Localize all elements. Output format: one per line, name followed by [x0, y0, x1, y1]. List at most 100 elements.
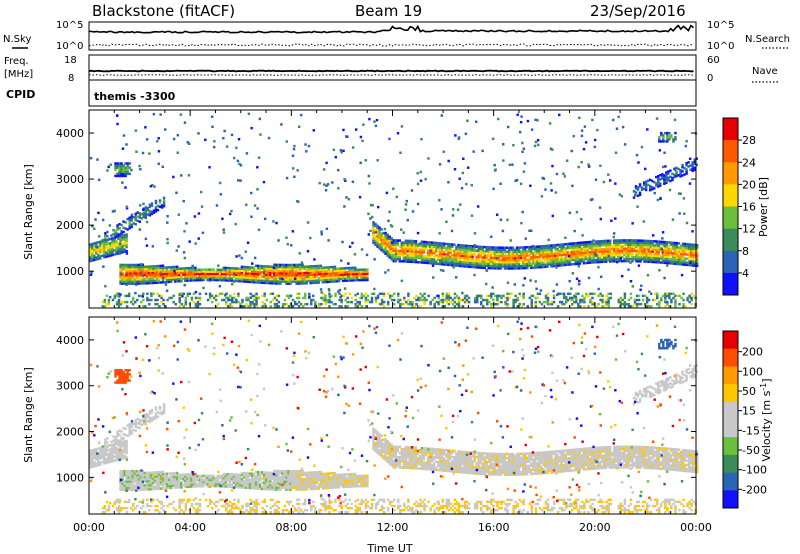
power-cell	[487, 260, 491, 264]
power-cell	[572, 248, 575, 251]
power-cell	[558, 292, 562, 296]
power-cell	[666, 264, 669, 267]
velocity-cell	[184, 475, 187, 478]
power-cell	[344, 298, 347, 302]
power-cell	[631, 241, 634, 244]
power-cell	[441, 256, 444, 260]
power-cell	[669, 247, 673, 251]
power-cell	[327, 276, 331, 279]
power-cell	[97, 255, 100, 259]
velocity-cell	[186, 473, 189, 476]
power-cell	[241, 300, 244, 304]
power-cell	[431, 276, 435, 279]
power-cell	[152, 292, 155, 296]
power-cell	[562, 259, 565, 263]
power-cell	[121, 242, 124, 246]
power-cell	[434, 260, 438, 263]
power-cell	[432, 251, 436, 255]
power-cell	[482, 298, 485, 302]
power-cell	[155, 271, 159, 274]
power-cell	[641, 251, 644, 255]
power-cell	[103, 247, 106, 251]
power-cell	[582, 257, 586, 261]
power-cell	[322, 292, 325, 296]
power-cell	[219, 193, 223, 196]
power-cell	[513, 283, 516, 286]
beam-title: Beam 19	[355, 2, 422, 20]
power-cell	[657, 259, 660, 262]
power-cell	[685, 263, 689, 267]
power-cell	[665, 259, 669, 263]
power-cell	[673, 256, 677, 259]
power-cell	[311, 275, 314, 278]
power-cell	[263, 270, 266, 273]
power-cell	[600, 250, 604, 253]
power-cell	[310, 298, 313, 302]
power-cell	[576, 241, 580, 245]
power-cell	[372, 241, 375, 245]
velocity-cell	[254, 481, 258, 484]
power-cell	[506, 305, 509, 308]
power-cell	[691, 264, 695, 267]
power-cell	[263, 279, 266, 283]
power-cell	[354, 278, 357, 282]
power-cell	[463, 252, 466, 256]
power-cell	[693, 166, 696, 170]
power-cell	[455, 254, 458, 257]
power-cell	[598, 256, 602, 260]
power-cell	[619, 241, 622, 244]
power-cell	[681, 165, 684, 169]
power-cell	[492, 187, 495, 191]
power-cell	[552, 264, 555, 268]
power-cell	[118, 172, 121, 176]
velocity-cell	[258, 483, 262, 486]
power-cell	[635, 245, 638, 248]
power-cell	[311, 271, 314, 274]
power-cell	[662, 138, 665, 141]
power-cell	[118, 233, 121, 236]
power-cell	[602, 243, 606, 247]
power-cell	[386, 292, 390, 296]
power-cell	[125, 305, 129, 308]
power-cell	[570, 256, 573, 260]
power-cell	[246, 270, 250, 273]
power-cell	[148, 203, 152, 207]
power-cell	[144, 216, 148, 220]
power-cell	[204, 276, 207, 280]
power-cell	[619, 251, 622, 255]
velocity-cell	[224, 472, 227, 476]
power-cell	[114, 235, 117, 239]
power-cell	[350, 279, 353, 282]
power-cell	[594, 244, 598, 247]
power-cell	[374, 237, 377, 240]
power-cell	[376, 224, 379, 228]
power-cell	[230, 133, 234, 137]
power-cell	[566, 246, 569, 250]
power-cell	[564, 257, 567, 260]
power-cell	[337, 290, 340, 293]
velocity-cell	[228, 479, 232, 482]
power-cell	[471, 253, 474, 256]
power-cell	[109, 243, 112, 247]
power-cell	[629, 243, 632, 246]
power-cell	[179, 113, 183, 116]
power-cell	[459, 258, 462, 262]
power-cell	[187, 174, 191, 177]
power-cell	[473, 244, 476, 247]
power-cell	[671, 258, 675, 261]
power-cell	[267, 277, 270, 281]
power-cell	[623, 257, 626, 261]
velocity-cell	[161, 474, 165, 478]
power-cell	[601, 294, 604, 298]
power-cell	[637, 243, 640, 246]
power-cell	[196, 270, 199, 274]
power-cell	[335, 277, 339, 281]
nave-tick-top: 60	[707, 55, 720, 66]
power-cell	[546, 259, 549, 262]
velocity-cell	[176, 475, 179, 479]
power-cell	[174, 302, 177, 306]
power-cell	[669, 249, 673, 253]
power-cell	[532, 266, 535, 269]
power-cell	[489, 266, 493, 270]
power-cell	[164, 283, 168, 286]
